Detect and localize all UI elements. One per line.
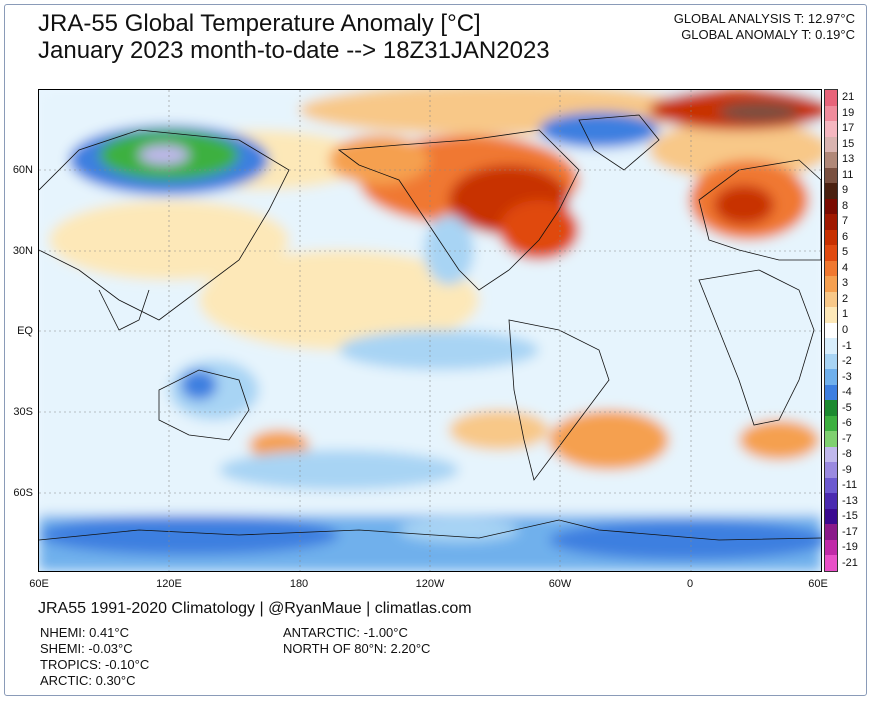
legend-swatch [825, 167, 837, 184]
legend-label: -4 [842, 386, 852, 399]
legend-label: 11 [842, 168, 854, 181]
legend-swatch [825, 291, 837, 308]
legend-label: 5 [842, 246, 849, 259]
lat-label-30s: 30S [13, 406, 33, 418]
stat-antarctic: ANTARCTIC: -1.00°C [283, 625, 408, 640]
stat-north-of-80: NORTH OF 80°N: 2.20°C [283, 641, 431, 656]
legend-swatch [825, 400, 837, 417]
lat-label-30n: 30N [12, 245, 33, 257]
legend-swatch [825, 477, 837, 494]
legend-swatch [825, 121, 837, 138]
legend-label: -2 [842, 355, 852, 368]
legend-label: -7 [842, 432, 852, 445]
legend-swatch [825, 105, 837, 122]
legend-swatch [825, 384, 837, 401]
global-stats: GLOBAL ANALYSIS T: 12.97°C GLOBAL ANOMAL… [674, 11, 855, 43]
legend-swatch [825, 462, 837, 479]
legend-label: -6 [842, 417, 852, 430]
legend-swatch [825, 555, 837, 572]
legend-swatch [825, 446, 837, 463]
lon-label-180: 180 [289, 578, 309, 590]
legend-swatch [825, 353, 837, 370]
legend-label: 21 [842, 91, 855, 104]
legend-swatch [825, 369, 837, 386]
graticule [39, 90, 821, 571]
legend-label: 13 [842, 153, 855, 166]
title-line-2: January 2023 month-to-date --> 18Z31JAN2… [38, 37, 550, 64]
lat-label-60s: 60S [13, 487, 33, 499]
legend-swatch [825, 229, 837, 246]
legend-swatch [825, 136, 837, 153]
lon-label-120e: 120E [156, 578, 182, 590]
legend-label: 3 [842, 277, 849, 290]
legend-swatch [825, 415, 837, 432]
legend-swatch [825, 260, 837, 277]
legend-label: -3 [842, 370, 852, 383]
global-anomaly-text: GLOBAL ANOMALY T: 0.19°C [681, 27, 855, 42]
map-title: JRA-55 Global Temperature Anomaly [°C] J… [38, 10, 550, 64]
stat-arctic: ARCTIC: 0.30°C [40, 673, 136, 688]
legend-swatch [825, 152, 837, 169]
legend-label: 1 [842, 308, 849, 321]
climatology-credit: JRA55 1991-2020 Climatology | @RyanMaue … [38, 600, 472, 617]
legend-label: 9 [842, 184, 849, 197]
legend-label: -19 [842, 541, 858, 554]
stat-nhemi: NHEMI: 0.41°C [40, 625, 130, 640]
legend-swatch [825, 245, 837, 262]
legend-label: 15 [842, 137, 855, 150]
legend-label: -9 [842, 463, 852, 476]
figure-frame [4, 4, 867, 696]
global-analysis-text: GLOBAL ANALYSIS T: 12.97°C [673, 11, 855, 26]
legend-swatch [825, 493, 837, 510]
legend-label: -15 [842, 510, 858, 523]
legend-label: 4 [842, 261, 849, 274]
stat-shemi: SHEMI: -0.03°C [40, 641, 133, 656]
color-legend [824, 89, 838, 572]
legend-swatch [825, 539, 837, 556]
legend-label: -8 [842, 448, 852, 461]
lon-label-60w: 60W [548, 578, 572, 590]
legend-label: 0 [842, 324, 849, 336]
legend-swatch [825, 183, 837, 200]
anomaly-map [38, 89, 822, 572]
legend-label: 7 [842, 215, 849, 228]
lat-label-60n: 60N [12, 164, 33, 176]
legend-swatch [825, 431, 837, 448]
coastlines [39, 114, 821, 541]
lat-label-eq: EQ [17, 325, 33, 337]
legend-label: -11 [842, 479, 858, 492]
title-line-1: JRA-55 Global Temperature Anomaly [°C] [38, 10, 481, 37]
legend-swatch [825, 508, 837, 525]
legend-swatch [825, 524, 837, 541]
legend-label: -21 [842, 556, 858, 569]
legend-label: 19 [842, 106, 855, 119]
legend-swatch [825, 307, 837, 324]
legend-label: 2 [842, 292, 849, 305]
legend-swatch [825, 338, 837, 355]
legend-label: 17 [842, 122, 855, 135]
legend-label: 8 [842, 199, 849, 212]
legend-swatch [825, 322, 837, 339]
legend-label: -13 [842, 494, 858, 507]
legend-swatch [825, 276, 837, 293]
legend-swatch [825, 214, 837, 231]
legend-label: 6 [842, 230, 849, 243]
stat-tropics: TROPICS: -0.10°C [40, 657, 150, 672]
lon-label-0: 0 [686, 578, 694, 590]
legend-swatch [825, 90, 837, 107]
lon-label-60e-right: 60E [808, 578, 828, 590]
legend-label: -1 [842, 339, 852, 352]
legend-label: -17 [842, 525, 858, 538]
legend-swatch [825, 198, 837, 215]
lon-label-120w: 120W [415, 578, 445, 590]
lon-label-60e-left: 60E [29, 578, 49, 590]
map-svg [39, 90, 821, 571]
legend-label: -5 [842, 401, 852, 414]
